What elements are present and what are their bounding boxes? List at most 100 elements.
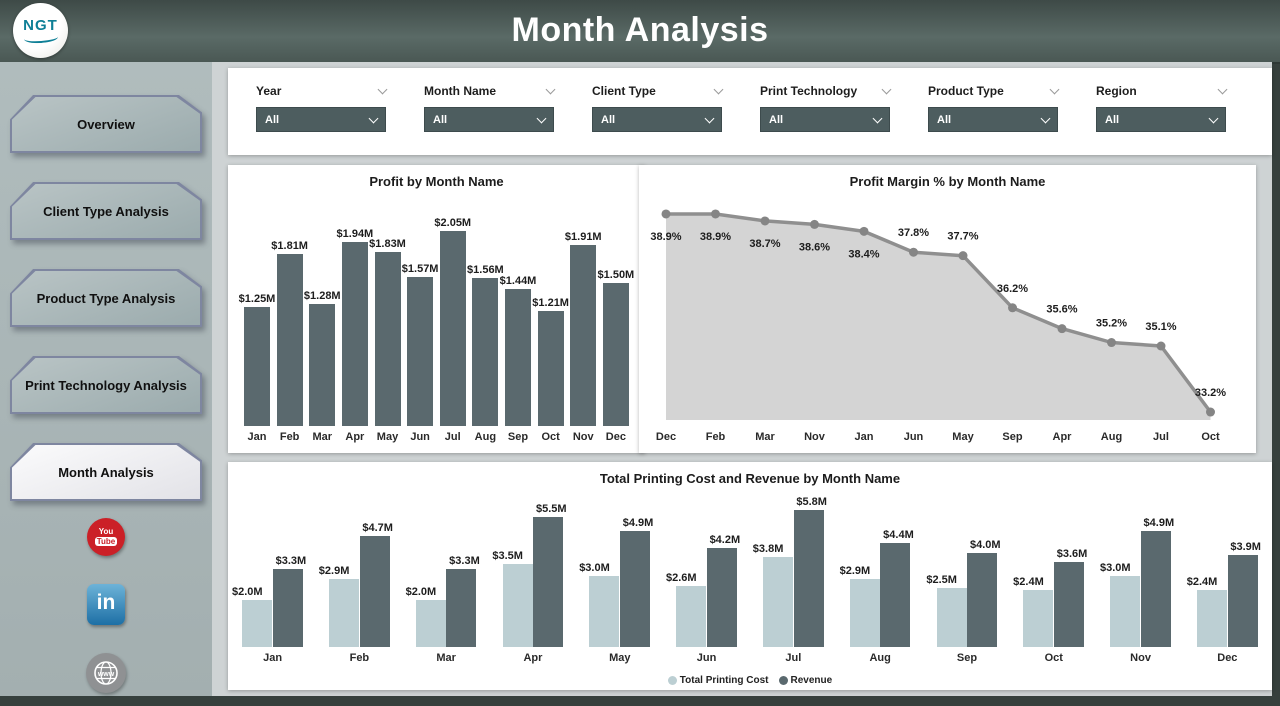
profit-bar[interactable]	[472, 278, 499, 426]
margin-data-point[interactable]	[810, 219, 819, 229]
profit-margin-area-chart-panel: Profit Margin % by Month Name 38.9% Dec 38…	[639, 165, 1256, 453]
combo-chart-plot[interactable]: $2.0M $3.3M Jan $2.9M $4.7M Feb $2.0M $3.3M Mar $…	[232, 488, 1261, 666]
revenue-bar[interactable]	[1140, 531, 1171, 647]
filter-dropdown-print-technology[interactable]: All	[760, 107, 890, 132]
chevron-down-icon[interactable]	[1217, 84, 1228, 95]
x-axis-label: May	[609, 652, 631, 664]
chevron-down-icon[interactable]	[1049, 84, 1060, 95]
series-bar-column: $3.3M	[446, 555, 480, 647]
series-bar-column: $4.9M	[620, 517, 653, 647]
revenue-bar[interactable]	[1227, 555, 1258, 647]
revenue-bar[interactable]	[880, 543, 911, 647]
bar-pair: $2.4M $3.9M	[1187, 541, 1261, 647]
bar-value-label: $3.6M	[1056, 548, 1088, 560]
total-printing-cost-bar[interactable]	[1197, 590, 1228, 647]
chevron-down-icon[interactable]	[881, 84, 892, 95]
revenue-bar[interactable]	[793, 510, 824, 647]
bar-group: $2.9M $4.7M Feb	[319, 522, 393, 666]
bar-value-label: $1.83M	[369, 238, 406, 250]
margin-data-point[interactable]	[859, 226, 869, 236]
sidebar-item-label: Product Type Analysis	[12, 271, 200, 325]
revenue-bar[interactable]	[272, 569, 303, 647]
bar-column: $1.50M Dec	[598, 269, 635, 445]
filter-label: Year	[256, 84, 282, 98]
margin-data-point[interactable]	[661, 209, 671, 219]
profit-bar[interactable]	[309, 304, 336, 426]
total-printing-cost-bar[interactable]	[242, 600, 273, 647]
legend-item-total-printing-cost[interactable]: Total Printing Cost	[667, 675, 769, 686]
profit-bar[interactable]	[570, 245, 597, 426]
x-axis-label: Oct	[1201, 431, 1220, 443]
chevron-down-icon[interactable]	[377, 84, 388, 95]
sidebar-item-print-technology-analysis[interactable]: Print Technology Analysis	[10, 356, 202, 414]
revenue-bar[interactable]	[706, 548, 737, 647]
revenue-bar[interactable]	[446, 569, 477, 647]
profit-bar[interactable]	[407, 277, 434, 426]
total-printing-cost-bar[interactable]	[502, 564, 533, 647]
youtube-icon[interactable]: You Tube	[87, 518, 125, 556]
profit-chart-plot[interactable]: $1.25M Jan $1.81M Feb $1.28M Mar $1.94M Apr $1.8…	[239, 197, 635, 445]
revenue-bar[interactable]	[620, 531, 651, 647]
sidebar-item-product-type-analysis[interactable]: Product Type Analysis	[10, 269, 202, 327]
margin-data-point[interactable]	[1008, 303, 1017, 313]
profit-bar[interactable]	[505, 289, 531, 426]
total-printing-cost-bar[interactable]	[589, 576, 620, 647]
sidebar-item-month-analysis[interactable]: Month Analysis	[10, 443, 202, 501]
total-printing-cost-bar[interactable]	[1023, 590, 1054, 647]
filter-dropdown-year[interactable]: All	[256, 107, 386, 132]
legend-item-revenue[interactable]: Revenue	[778, 675, 832, 686]
filter-dropdown-client-type[interactable]: All	[592, 107, 722, 132]
total-printing-cost-bar[interactable]	[415, 600, 446, 647]
header: NGT Month Analysis	[0, 0, 1280, 64]
profit-bar[interactable]	[276, 254, 303, 426]
x-axis-label: Jun	[696, 652, 717, 664]
margin-data-point[interactable]	[958, 251, 968, 261]
sidebar-item-client-type-analysis[interactable]: Client Type Analysis	[10, 182, 202, 240]
profit-bar[interactable]	[374, 252, 401, 426]
total-printing-cost-bar[interactable]	[676, 586, 707, 647]
revenue-bar[interactable]	[359, 536, 390, 647]
linkedin-icon[interactable]: in	[87, 584, 125, 625]
margin-data-point[interactable]	[1156, 341, 1166, 351]
total-printing-cost-bar[interactable]	[1110, 576, 1141, 647]
x-axis-label: Feb	[349, 652, 370, 664]
margin-data-point[interactable]	[711, 209, 720, 219]
total-printing-cost-bar[interactable]	[936, 588, 967, 647]
profit-bar[interactable]	[439, 231, 466, 426]
website-globe-icon[interactable]: www	[86, 653, 126, 693]
chevron-down-icon[interactable]	[545, 84, 556, 95]
total-printing-cost-bar[interactable]	[329, 579, 360, 647]
margin-data-point[interactable]	[1057, 324, 1067, 334]
chart-title: Total Printing Cost and Revenue by Month…	[599, 471, 901, 486]
filter-dropdown-product-type[interactable]: All	[928, 107, 1058, 132]
profit-bar[interactable]	[341, 242, 368, 426]
series-bar-column: $2.9M	[840, 565, 881, 647]
margin-chart-plot[interactable]: 38.9% Dec 38.9% Feb 38.7% Mar 38.6% Nov 38.4% Jan…	[644, 191, 1251, 447]
chart-title: Profit Margin % by Month Name	[849, 174, 1046, 189]
series-bar-column: $4.4M	[880, 529, 914, 647]
revenue-bar[interactable]	[533, 517, 564, 647]
sidebar-item-overview[interactable]: Overview	[10, 95, 202, 153]
total-printing-cost-bar[interactable]	[849, 579, 880, 647]
margin-data-point[interactable]	[760, 216, 770, 226]
bar-value-label: $1.57M	[401, 263, 439, 275]
bar-value-label: $1.94M	[336, 228, 374, 240]
x-axis-label: Apr	[523, 652, 543, 664]
chevron-down-icon[interactable]	[713, 84, 724, 95]
margin-data-point[interactable]	[1107, 338, 1116, 348]
revenue-bar[interactable]	[1054, 562, 1085, 647]
youtube-text-bottom: Tube	[94, 537, 118, 546]
data-point-label: 35.1%	[1145, 321, 1176, 333]
bar-value-label: $3.3M	[449, 555, 480, 567]
profit-bar[interactable]	[537, 311, 564, 426]
filter-dropdown-region[interactable]: All	[1096, 107, 1226, 132]
total-printing-cost-bar[interactable]	[763, 557, 794, 647]
margin-data-point[interactable]	[909, 247, 918, 257]
profit-bar[interactable]	[602, 283, 629, 426]
margin-data-point[interactable]	[1206, 407, 1215, 417]
revenue-bar[interactable]	[967, 553, 998, 647]
x-axis-label: Jun	[904, 431, 924, 443]
series-bar-column: $2.4M	[1013, 576, 1054, 647]
profit-bar[interactable]	[244, 307, 270, 426]
filter-dropdown-month-name[interactable]: All	[424, 107, 554, 132]
